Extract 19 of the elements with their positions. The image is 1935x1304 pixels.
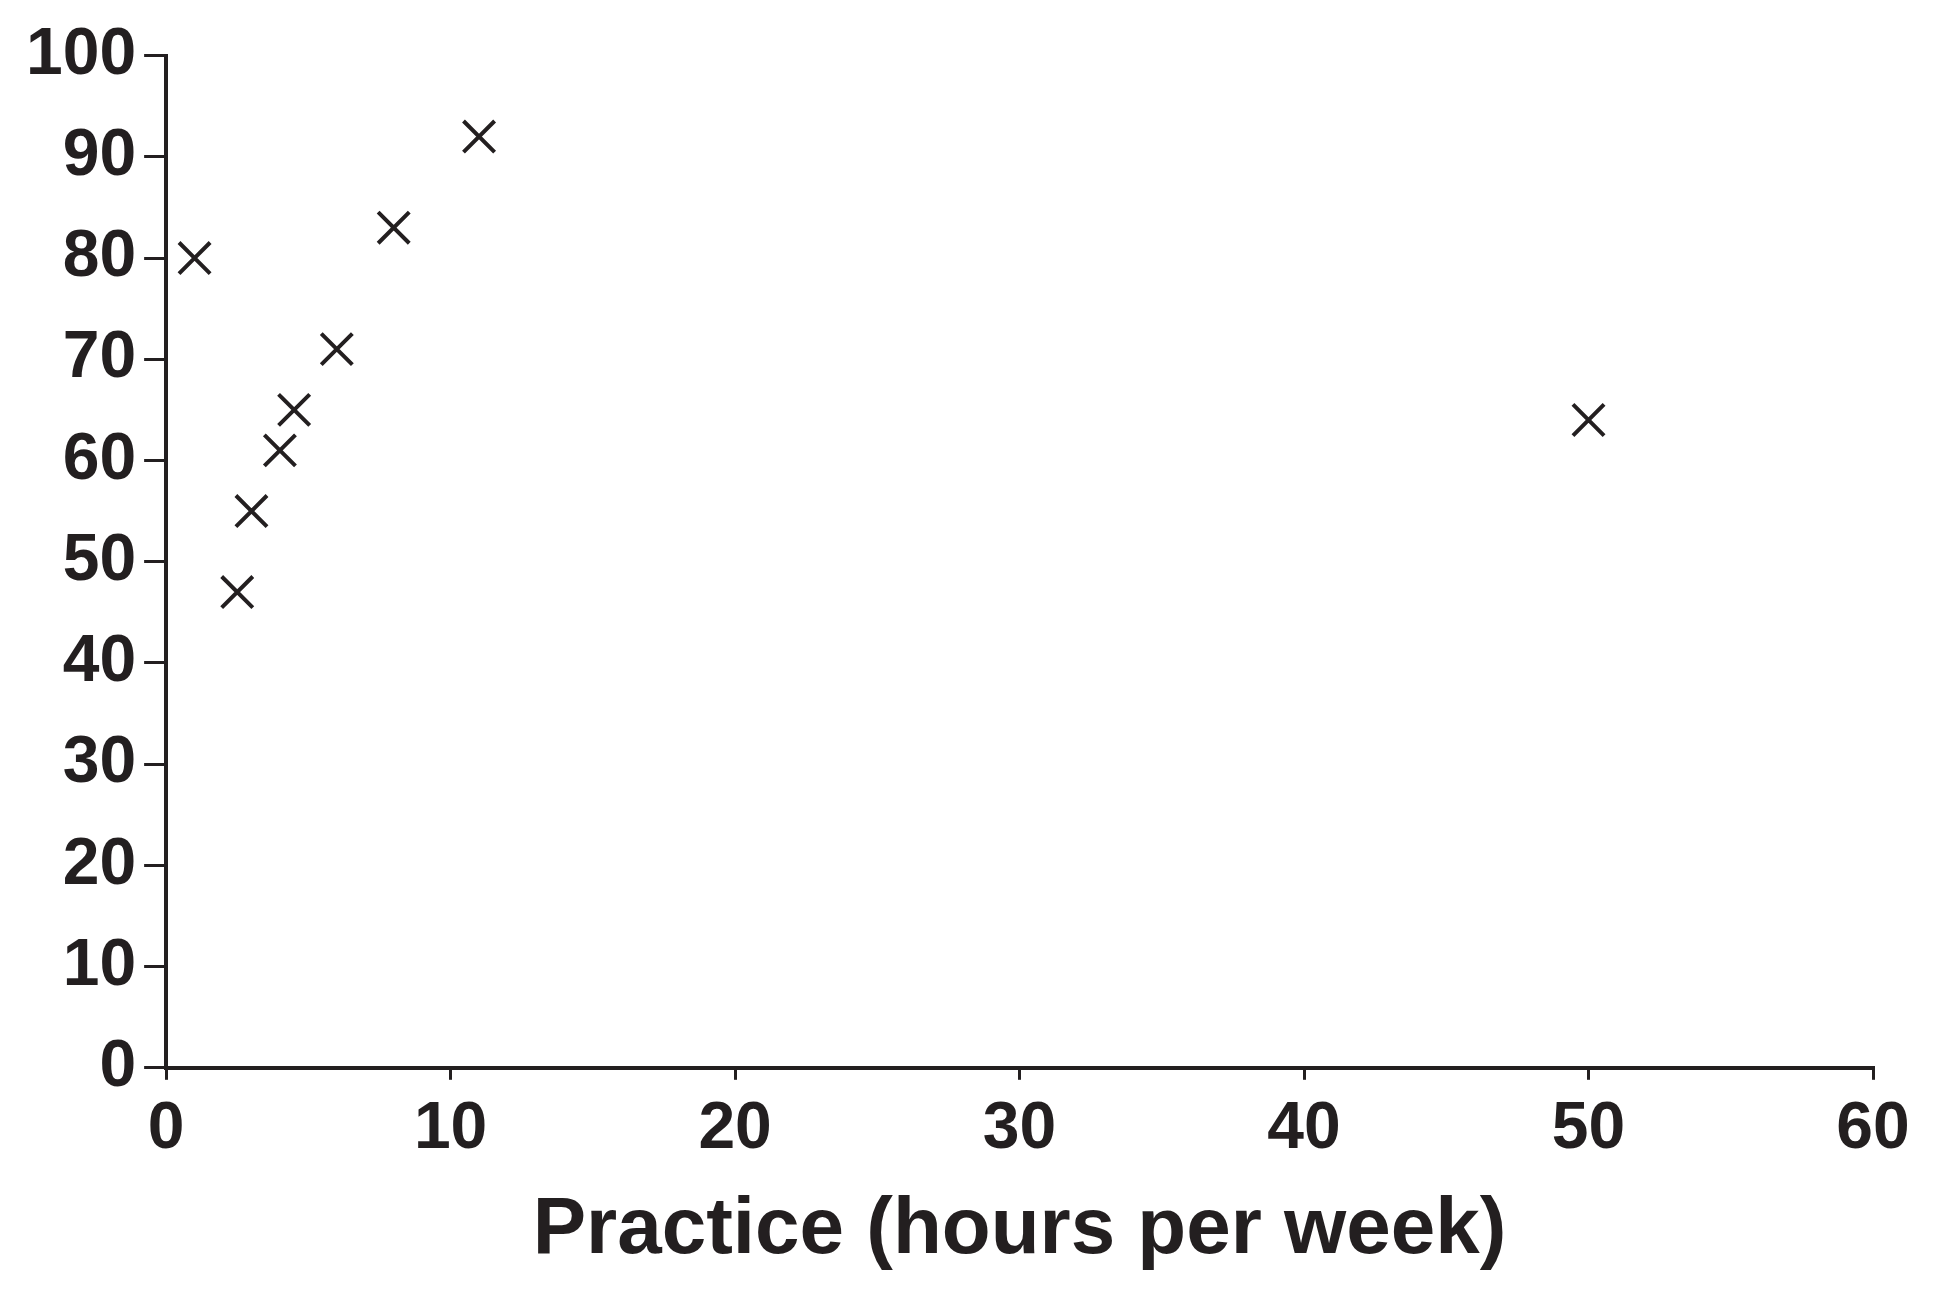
x-tick-label: 40 <box>1267 1087 1341 1162</box>
y-tick-label: 0 <box>99 1026 137 1100</box>
x-tick-label: 20 <box>698 1087 772 1162</box>
y-tick-label: 80 <box>62 216 137 291</box>
y-tick-label: 30 <box>62 722 137 797</box>
x-axis-title: Practice (hours per week) <box>532 1181 1507 1271</box>
y-tick-label: 60 <box>62 418 137 493</box>
y-tick-label: 20 <box>62 823 137 898</box>
x-tick-label: 10 <box>413 1087 488 1162</box>
y-tick-label: 40 <box>62 621 137 696</box>
y-tick-label: 50 <box>62 519 137 594</box>
y-tick-label: 70 <box>62 317 137 392</box>
y-tick-label: 100 <box>25 13 137 88</box>
y-tick-label: 10 <box>62 924 137 999</box>
x-tick-label: 0 <box>147 1087 185 1162</box>
x-tick-label: 50 <box>1551 1087 1626 1162</box>
x-tick-label: 60 <box>1836 1087 1910 1162</box>
x-tick-label: 30 <box>982 1087 1057 1162</box>
y-tick-label: 90 <box>62 115 137 190</box>
